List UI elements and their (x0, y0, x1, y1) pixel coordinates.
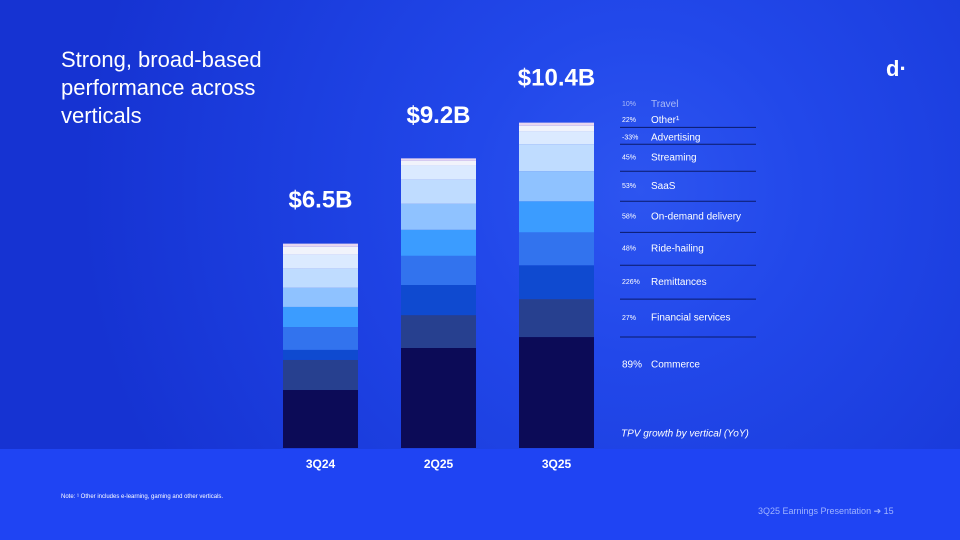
legend-label: Streaming (651, 152, 697, 163)
bar-segment (283, 306, 358, 328)
legend-label: Financial services (651, 313, 730, 324)
bar-segment (283, 287, 358, 307)
bar-segment (401, 255, 476, 285)
bar-segment (519, 201, 594, 233)
legend-label: Remittances (651, 277, 707, 288)
legend-label: Advertising (651, 132, 700, 143)
bar-segment (283, 327, 358, 350)
bar-segment (519, 265, 594, 300)
total-label: $10.4B (518, 64, 595, 91)
legend-growth: 45% (622, 155, 636, 162)
bar-segment (519, 122, 594, 126)
bar-segment (519, 232, 594, 266)
legend-growth: 226% (622, 279, 640, 286)
bar-segment (519, 299, 594, 338)
slide-title: Strong, broad-based performance across v… (61, 47, 262, 128)
x-tick-label: 3Q24 (306, 457, 336, 471)
bar-segment (283, 268, 358, 288)
bar-segment (401, 315, 476, 349)
bar-segment (401, 348, 476, 448)
bar-segment (401, 285, 476, 316)
bar-segment (401, 165, 476, 180)
legend-label: SaaS (651, 181, 676, 192)
legend-growth: 48% (622, 246, 636, 253)
bar-segment (401, 229, 476, 256)
bar-segment (283, 246, 358, 255)
bar-segment (283, 390, 358, 448)
legend-label: Other¹ (651, 115, 680, 126)
bar-segment (519, 131, 594, 145)
logo: d· (886, 56, 907, 81)
legend-caption: TPV growth by vertical (YoY) (621, 429, 749, 440)
legend-growth: 10% (622, 101, 636, 108)
bar-segment (283, 243, 358, 247)
bar-segment (519, 171, 594, 202)
legend-growth: 58% (622, 214, 636, 221)
bar-segment (519, 337, 594, 448)
total-label: $6.5B (288, 187, 352, 214)
bar-segment (283, 254, 358, 269)
bar-segment (283, 349, 358, 360)
bar-segment (401, 158, 476, 161)
legend-growth: 22% (622, 117, 636, 124)
legend-growth: 89% (622, 360, 642, 371)
total-label: $9.2B (406, 102, 470, 129)
bar-segment (283, 359, 358, 391)
legend-growth: -33% (622, 135, 638, 142)
legend-label: Ride-hailing (651, 243, 704, 254)
legend-growth: 53% (622, 183, 636, 190)
bar-segment (401, 203, 476, 230)
legend-label: Commerce (651, 360, 700, 371)
bar-segment (401, 179, 476, 204)
x-tick-label: 2Q25 (424, 457, 454, 471)
bar-segment (401, 160, 476, 166)
bottom-band (0, 449, 960, 540)
footnote: Note: ¹ Other includes e-learning, gamin… (61, 494, 224, 500)
legend-label: Travel (651, 99, 678, 110)
x-tick-label: 3Q25 (542, 457, 572, 471)
legend-growth: 27% (622, 315, 636, 322)
footer: 3Q25 Earnings Presentation ➔ 15 (758, 506, 894, 516)
legend-label: On-demand delivery (651, 211, 741, 222)
bar-segment (519, 144, 594, 172)
bar-segment (519, 125, 594, 132)
